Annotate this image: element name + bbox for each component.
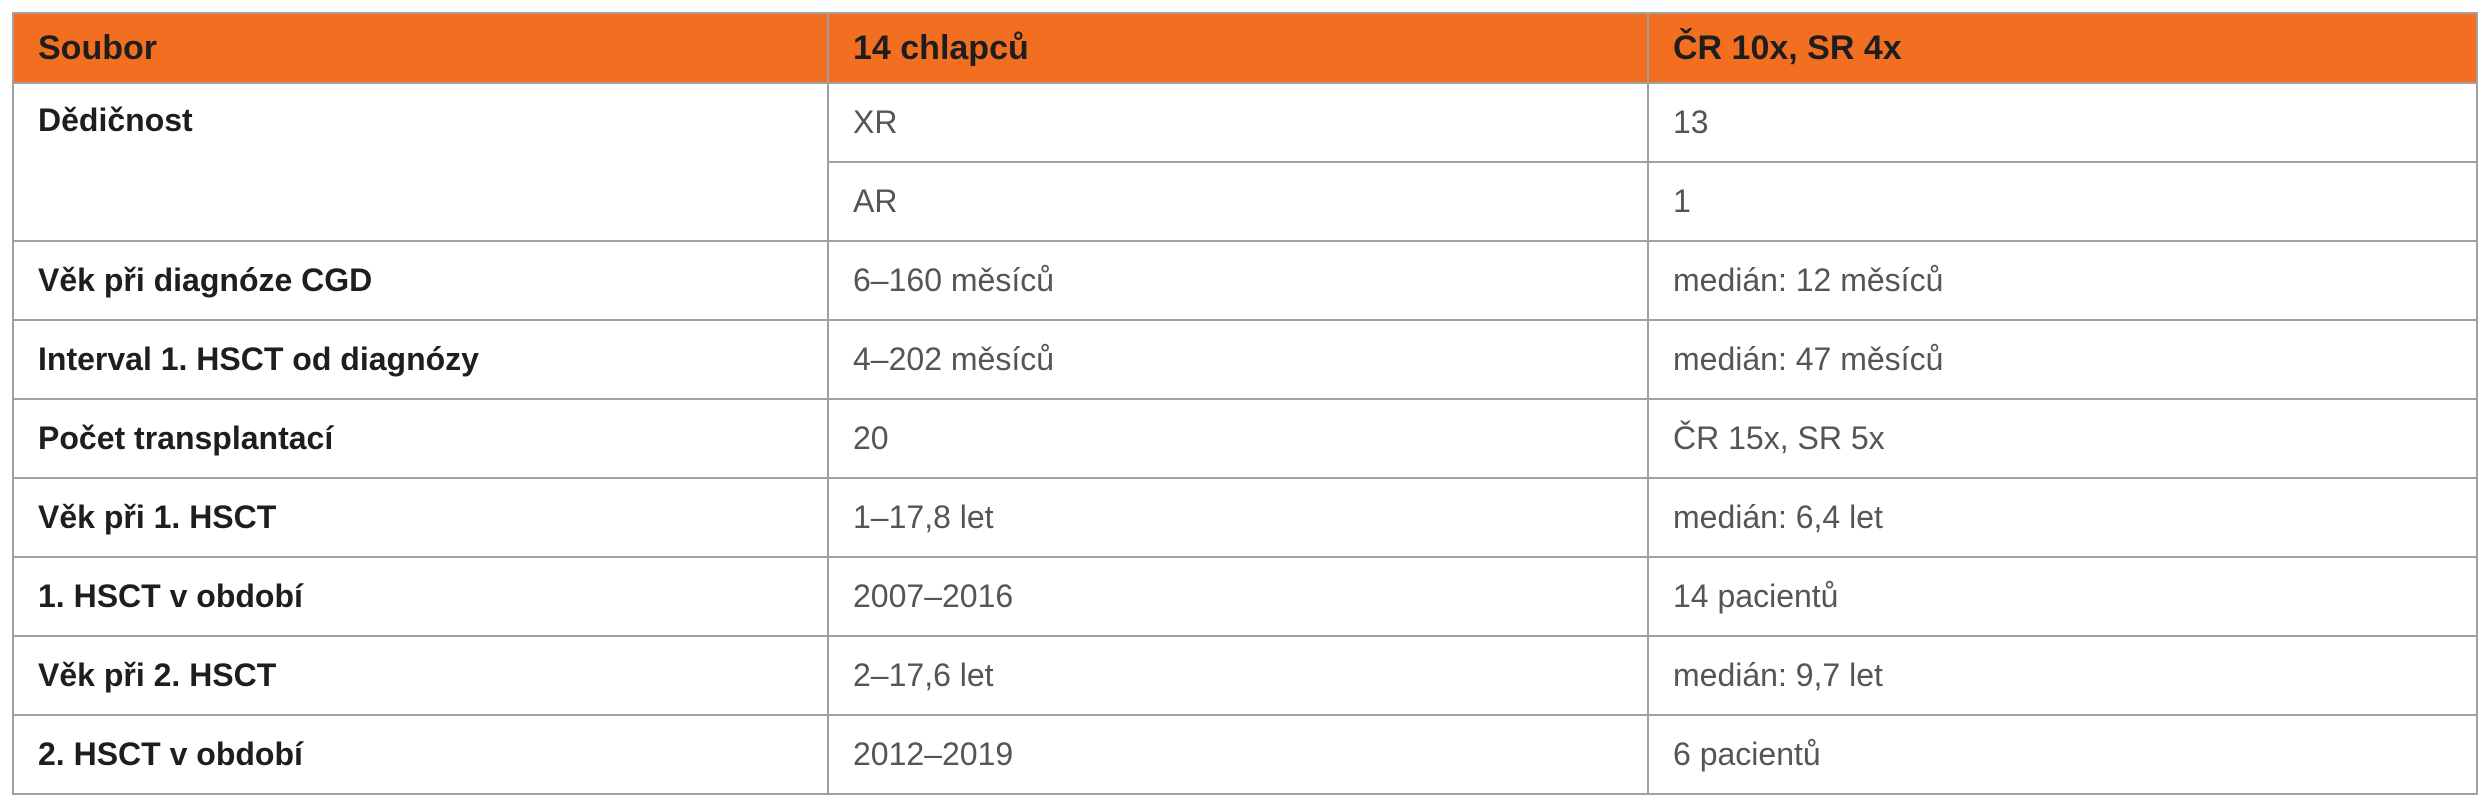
row-label: Věk při diagnóze CGD — [12, 240, 829, 321]
row-label: Věk při 1. HSCT — [12, 477, 829, 558]
row-label: 1. HSCT v období — [12, 556, 829, 637]
header-cell: 14 chlapců — [827, 12, 1649, 84]
value-cell: 20 — [827, 398, 1649, 479]
value-cell: XR — [827, 82, 1649, 163]
header-row: Soubor 14 chlapců ČR 10x, SR 4x — [12, 12, 2478, 84]
table-row: Věk při 2. HSCT 2–17,6 let medián: 9,7 let — [12, 635, 2478, 716]
value-cell: 13 — [1647, 82, 2478, 163]
value-cell: AR — [827, 161, 1649, 242]
value-cell: 1 — [1647, 161, 2478, 242]
row-label: Věk při 2. HSCT — [12, 635, 829, 716]
value-cell: ČR 15x, SR 5x — [1647, 398, 2478, 479]
table-body: Dědičnost XR 13 AR 1 Věk při diagnóze CGD 6–16… — [12, 82, 2478, 795]
table-row: Věk při diagnóze CGD 6–160 měsíců medián: … — [12, 240, 2478, 321]
table-row: Počet transplantací 20 ČR 15x, SR 5x — [12, 398, 2478, 479]
table-row: 1. HSCT v období 2007–2016 14 pacientů — [12, 556, 2478, 637]
value-cell: medián: 12 měsíců — [1647, 240, 2478, 321]
table-row: Věk při 1. HSCT 1–17,8 let medián: 6,4 let — [12, 477, 2478, 558]
header-cell: Soubor — [12, 12, 829, 84]
row-label: 2. HSCT v období — [12, 714, 829, 795]
value-cell: 6 pacientů — [1647, 714, 2478, 795]
table-row: 2. HSCT v období 2012–2019 6 pacientů — [12, 714, 2478, 795]
table-row: Dědičnost XR 13 — [12, 82, 2478, 242]
value-cell: medián: 6,4 let — [1647, 477, 2478, 558]
table-row: AR 1 — [13, 161, 2478, 242]
value-cell: 1–17,8 let — [827, 477, 1649, 558]
table-row: Interval 1. HSCT od diagnózy 4–202 měsíců… — [12, 319, 2478, 400]
value-cell: 4–202 měsíců — [827, 319, 1649, 400]
row-label: Počet transplantací — [12, 398, 829, 479]
data-table: Soubor 14 chlapců ČR 10x, SR 4x Dědičnost X… — [12, 12, 2478, 795]
value-cell: 2007–2016 — [827, 556, 1649, 637]
value-cell: 6–160 měsíců — [827, 240, 1649, 321]
value-cell: medián: 47 měsíců — [1647, 319, 2478, 400]
row-label: Dědičnost — [12, 82, 829, 242]
value-cell: 2012–2019 — [827, 714, 1649, 795]
value-cell: 2–17,6 let — [827, 635, 1649, 716]
value-cell: 14 pacientů — [1647, 556, 2478, 637]
row-label: Interval 1. HSCT od diagnózy — [12, 319, 829, 400]
value-cell: medián: 9,7 let — [1647, 635, 2478, 716]
header-cell: ČR 10x, SR 4x — [1647, 12, 2478, 84]
